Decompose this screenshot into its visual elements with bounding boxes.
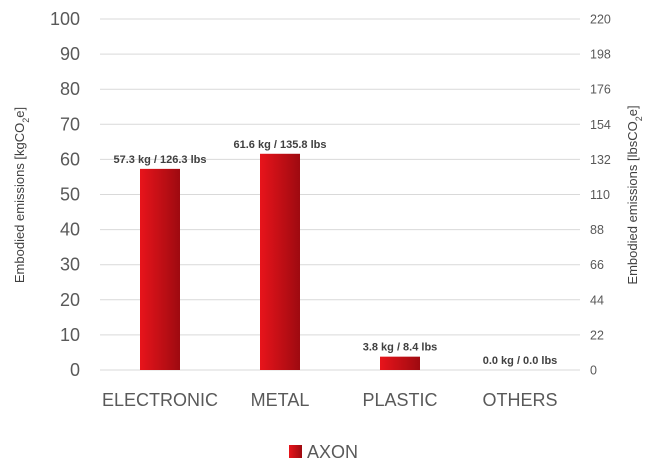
left-tick-label: 60 (60, 149, 80, 169)
right-tick-label: 132 (590, 153, 611, 167)
left-tick-label: 0 (70, 360, 80, 380)
category-label-plastic: PLASTIC (362, 390, 437, 410)
legend-swatch-axon (289, 445, 302, 458)
data-labels: 57.3 kg / 126.3 lbs 61.6 kg / 135.8 lbs 3.… (114, 139, 558, 367)
legend: AXON (289, 442, 358, 462)
category-label-metal: METAL (251, 390, 310, 410)
left-tick-label: 70 (60, 114, 80, 134)
category-labels: ELECTRONIC METAL PLASTIC OTHERS (102, 390, 558, 410)
right-tick-label: 66 (590, 258, 604, 272)
data-label-metal: 61.6 kg / 135.8 lbs (234, 139, 327, 151)
category-label-electronic: ELECTRONIC (102, 390, 218, 410)
left-axis-ticks: 0 10 20 30 40 50 60 70 80 90 100 (50, 9, 80, 380)
left-tick-label: 90 (60, 44, 80, 64)
data-label-others: 0.0 kg / 0.0 lbs (483, 355, 558, 367)
right-tick-label: 198 (590, 48, 611, 62)
right-tick-label: 176 (590, 83, 611, 97)
data-label-electronic: 57.3 kg / 126.3 lbs (114, 154, 207, 166)
right-tick-label: 22 (590, 328, 604, 342)
right-tick-label: 0 (590, 364, 597, 378)
left-tick-label: 10 (60, 325, 80, 345)
right-tick-label: 44 (590, 293, 604, 307)
left-tick-label: 40 (60, 220, 80, 240)
y-axis-title-left: Embodied emissions [kgCO2e] (12, 107, 31, 283)
legend-label-axon: AXON (307, 442, 358, 462)
left-tick-label: 100 (50, 9, 80, 29)
bar-metal (260, 153, 300, 370)
category-label-others: OTHERS (482, 390, 557, 410)
right-axis-ticks: 0 22 44 66 88 110 132 154 176 198 220 (590, 13, 611, 378)
right-tick-label: 88 (590, 223, 604, 237)
y-axis-title-right: Embodied emissions [lbsCO2e] (625, 105, 644, 284)
left-tick-label: 50 (60, 185, 80, 205)
data-label-plastic: 3.8 kg / 8.4 lbs (363, 342, 438, 354)
bar-plastic (380, 356, 420, 370)
bars (140, 153, 420, 370)
right-tick-label: 110 (590, 188, 610, 202)
left-tick-label: 30 (60, 255, 80, 275)
right-tick-label: 154 (590, 118, 611, 132)
right-tick-label: 220 (590, 13, 611, 27)
bar-electronic (140, 168, 180, 370)
left-tick-label: 20 (60, 290, 80, 310)
left-tick-label: 80 (60, 79, 80, 99)
